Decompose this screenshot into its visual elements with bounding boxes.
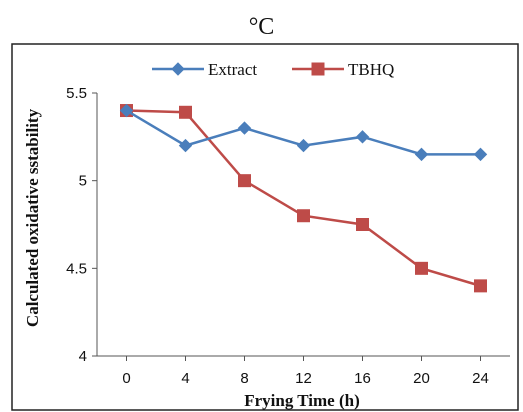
legend-item-tbhq: TBHQ [292, 60, 394, 79]
data-point-extract [296, 138, 311, 153]
data-point-tbhq [474, 279, 487, 293]
data-point-extract [237, 121, 252, 135]
data-point-extract [355, 130, 370, 144]
legend-label: Extract [208, 60, 257, 79]
data-point-tbhq [297, 209, 310, 223]
x-tick-label: 12 [295, 370, 312, 387]
chart-caption: °C [248, 14, 275, 40]
data-point-tbhq [356, 218, 369, 231]
y-tick-label: 5.5 [66, 85, 87, 102]
data-point-tbhq [238, 174, 251, 188]
y-tick-label: 4.5 [66, 260, 87, 277]
y-ticks: 4 4.5 5 5.5 [66, 85, 97, 365]
legend-item-extract: Extract [152, 60, 257, 79]
data-point-extract [178, 138, 193, 153]
chart-frame [11, 43, 519, 411]
legend-marker [311, 62, 325, 76]
data-point-extract [414, 147, 429, 162]
series-extract [119, 103, 488, 162]
series-line-tbhq [126, 109, 481, 288]
x-axis-label: Frying Time (h) [244, 391, 360, 410]
x-tick-label: 24 [472, 370, 489, 387]
legend-label: TBHQ [348, 60, 394, 79]
x-tick-label: 4 [181, 370, 189, 387]
data-point-extract [119, 103, 134, 118]
x-tick-label: 8 [240, 370, 248, 387]
y-axis-label: Calculated oxidative sstability [23, 108, 42, 327]
y-tick-label: 5 [79, 173, 87, 190]
data-point-tbhq [179, 105, 192, 119]
x-tick-label: 16 [354, 370, 371, 387]
data-point-extract [473, 147, 488, 162]
x-tick-label: 20 [413, 370, 430, 387]
x-ticks: 0 4 8 12 16 20 24 [122, 356, 489, 387]
series-tbhq [120, 104, 487, 293]
series-layer [119, 103, 488, 293]
x-tick-label: 0 [122, 370, 130, 387]
data-point-tbhq [415, 261, 428, 275]
y-tick-label: 4 [79, 348, 87, 365]
legend: Extract TBHQ [152, 60, 394, 79]
legend-marker [171, 62, 185, 76]
